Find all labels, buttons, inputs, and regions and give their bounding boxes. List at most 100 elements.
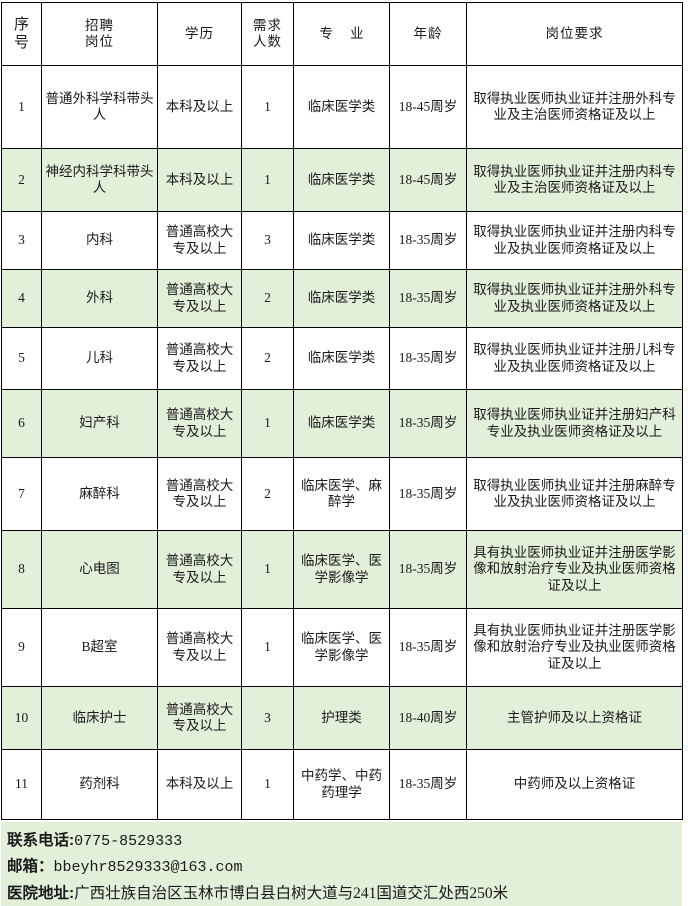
cell-age: 18-35周岁 [389, 269, 467, 328]
cell-requirements: 取得执业医师执业证并注册外科专业及执业医师资格证及以上 [466, 269, 683, 328]
cell-education: 普通高校大专及以上 [157, 530, 242, 609]
cell-position: 神经内科学科带头人 [41, 148, 158, 212]
cell-education: 本科及以上 [157, 749, 242, 820]
cell-position: 心电图 [41, 530, 158, 609]
cell-requirements: 取得执业医师执业证并注册麻醉专业及执业医师资格证及以上 [466, 457, 683, 531]
contact-address-value: 广西壮族自治区玉林市博白县白树大道与241国道交汇处西250米 [74, 884, 509, 902]
contact-email-line: 邮箱：bbeyhr8529333@163.com [7, 854, 682, 880]
recruitment-table: 序号 招聘 岗位 学历 需求 人数 专 业 年龄 岗位要求 1 普通外科学科带头人 … [1, 2, 683, 820]
cell-education: 普通高校大专及以上 [157, 686, 242, 750]
cell-education: 普通高校大专及以上 [157, 457, 242, 531]
column-header-age: 年龄 [389, 2, 467, 66]
table-row: 11 药剂科 本科及以上 1 中药学、中药药理学 18-35周岁 中药师及以上资… [1, 749, 683, 820]
column-header-requirements: 岗位要求 [466, 2, 683, 66]
table-body: 1 普通外科学科带头人 本科及以上 1 临床医学类 18-45周岁 取得执业医师… [1, 65, 683, 820]
cell-education: 普通高校大专及以上 [157, 608, 242, 687]
cell-major: 临床医学、麻醉学 [293, 457, 390, 531]
cell-major: 临床医学、医学影像学 [293, 530, 390, 609]
cell-position: 药剂科 [41, 749, 158, 820]
cell-age: 18-35周岁 [389, 749, 467, 820]
table-row: 7 麻醉科 普通高校大专及以上 2 临床医学、麻醉学 18-35周岁 取得执业医… [1, 457, 683, 531]
cell-index: 7 [1, 457, 42, 531]
cell-index: 2 [1, 148, 42, 212]
cell-age: 18-35周岁 [389, 389, 467, 458]
cell-requirements: 取得执业医师执业证并注册内科专业及执业医师资格证及以上 [466, 211, 683, 270]
cell-requirements: 具有执业医师执业证并注册医学影像和放射治疗专业及执业医师资格证及以上 [466, 530, 683, 609]
cell-headcount: 3 [241, 211, 294, 270]
cell-age: 18-35周岁 [389, 457, 467, 531]
contact-email-label: 邮箱： [7, 858, 54, 876]
cell-major: 临床医学类 [293, 148, 390, 212]
column-header-position: 招聘 岗位 [41, 2, 158, 66]
cell-age: 18-45周岁 [389, 65, 467, 149]
cell-headcount: 1 [241, 65, 294, 149]
cell-headcount: 2 [241, 327, 294, 390]
table-row: 2 神经内科学科带头人 本科及以上 1 临床医学类 18-45周岁 取得执业医师… [1, 148, 683, 212]
cell-age: 18-35周岁 [389, 530, 467, 609]
cell-requirements: 取得执业医师执业证并注册儿科专业及执业医师资格证及以上 [466, 327, 683, 390]
cell-major: 临床医学、医学影像学 [293, 608, 390, 687]
cell-major: 临床医学类 [293, 269, 390, 328]
cell-requirements: 取得执业医师执业证并注册妇产科专业及执业医师资格证及以上 [466, 389, 683, 458]
cell-education: 普通高校大专及以上 [157, 389, 242, 458]
cell-age: 18-45周岁 [389, 148, 467, 212]
header-row: 序号 招聘 岗位 学历 需求 人数 专 业 年龄 岗位要求 [1, 2, 683, 66]
contact-email-value: bbeyhr8529333@163.com [53, 859, 243, 877]
table-row: 8 心电图 普通高校大专及以上 1 临床医学、医学影像学 18-35周岁 具有执… [1, 530, 683, 609]
cell-education: 普通高校大专及以上 [157, 269, 242, 328]
contact-footer: 联系电话:0775-8529333 邮箱：bbeyhr8529333@163.c… [1, 822, 682, 906]
cell-position: 妇产科 [41, 389, 158, 458]
contact-address-label: 医院地址: [7, 884, 75, 902]
cell-index: 6 [1, 389, 42, 458]
cell-position: 儿科 [41, 327, 158, 390]
cell-major: 临床医学类 [293, 327, 390, 390]
cell-major: 护理类 [293, 686, 390, 750]
column-header-index: 序号 [1, 2, 42, 66]
column-header-headcount: 需求 人数 [241, 2, 294, 66]
cell-index: 9 [1, 608, 42, 687]
table-header: 序号 招聘 岗位 学历 需求 人数 专 业 年龄 岗位要求 [1, 2, 683, 66]
cell-requirements: 具有执业医师执业证并注册医学影像和放射治疗专业及执业医师资格证及以上 [466, 608, 683, 687]
contact-phone-value: 0775-8529333 [74, 833, 183, 850]
cell-index: 1 [1, 65, 42, 149]
table-row: 3 内科 普通高校大专及以上 3 临床医学类 18-35周岁 取得执业医师执业证… [1, 211, 683, 270]
cell-position: 外科 [41, 269, 158, 328]
cell-major: 临床医学类 [293, 389, 390, 458]
cell-headcount: 1 [241, 749, 294, 820]
contact-phone-line: 联系电话:0775-8529333 [7, 828, 682, 854]
cell-index: 8 [1, 530, 42, 609]
cell-age: 18-35周岁 [389, 608, 467, 687]
table-row: 5 儿科 普通高校大专及以上 2 临床医学类 18-35周岁 取得执业医师执业证… [1, 327, 683, 390]
cell-index: 4 [1, 269, 42, 328]
cell-position: B超室 [41, 608, 158, 687]
cell-education: 本科及以上 [157, 148, 242, 212]
cell-age: 18-35周岁 [389, 211, 467, 270]
cell-headcount: 1 [241, 530, 294, 609]
cell-requirements: 主管护师及以上资格证 [466, 686, 683, 750]
table-row: 6 妇产科 普通高校大专及以上 1 临床医学类 18-35周岁 取得执业医师执业… [1, 389, 683, 458]
cell-education: 普通高校大专及以上 [157, 327, 242, 390]
contact-phone-label: 联系电话: [7, 832, 75, 849]
cell-requirements: 取得执业医师执业证并注册外科专业及主治医师资格证及以上 [466, 65, 683, 149]
cell-major: 临床医学类 [293, 65, 390, 149]
cell-headcount: 3 [241, 686, 294, 750]
cell-headcount: 1 [241, 608, 294, 687]
table-row: 10 临床护士 普通高校大专及以上 3 护理类 18-40周岁 主管护师及以上资… [1, 686, 683, 750]
cell-index: 10 [1, 686, 42, 750]
cell-position: 麻醉科 [41, 457, 158, 531]
cell-age: 18-40周岁 [389, 686, 467, 750]
contact-address-line: 医院地址:广西壮族自治区玉林市博白县白树大道与241国道交汇处西250米 [7, 881, 682, 906]
cell-major: 中药学、中药药理学 [293, 749, 390, 820]
cell-position: 普通外科学科带头人 [41, 65, 158, 149]
cell-headcount: 1 [241, 148, 294, 212]
cell-headcount: 2 [241, 269, 294, 328]
column-header-education: 学历 [157, 2, 242, 66]
cell-index: 11 [1, 749, 42, 820]
cell-headcount: 1 [241, 389, 294, 458]
cell-position: 内科 [41, 211, 158, 270]
column-header-major: 专 业 [293, 2, 390, 66]
table-row: 4 外科 普通高校大专及以上 2 临床医学类 18-35周岁 取得执业医师执业证… [1, 269, 683, 328]
cell-index: 5 [1, 327, 42, 390]
table-row: 9 B超室 普通高校大专及以上 1 临床医学、医学影像学 18-35周岁 具有执… [1, 608, 683, 687]
cell-age: 18-35周岁 [389, 327, 467, 390]
